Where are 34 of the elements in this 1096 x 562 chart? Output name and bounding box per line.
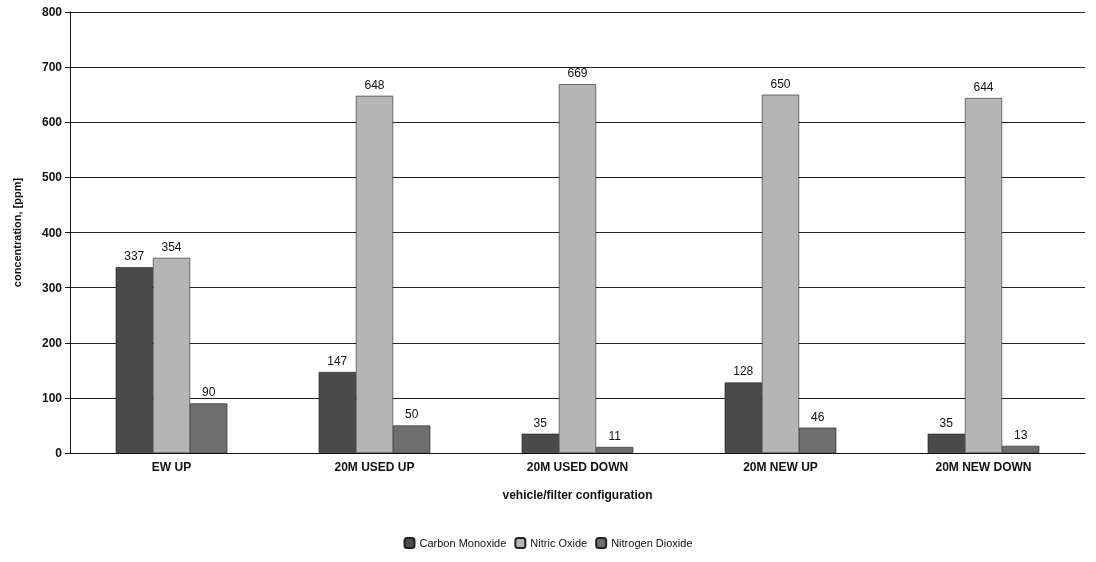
y-tick-label: 500 bbox=[41, 170, 63, 185]
data-label: 669 bbox=[567, 66, 588, 81]
data-label: 128 bbox=[733, 364, 754, 379]
data-label: 50 bbox=[405, 407, 419, 422]
x-tick-label: 20M USED UP bbox=[334, 460, 415, 474]
y-tick-label: 100 bbox=[41, 390, 63, 405]
y-axis-title: concentration, [ppm] bbox=[10, 177, 23, 288]
y-tick-label: 700 bbox=[41, 60, 63, 75]
y-tick-label: 600 bbox=[41, 115, 63, 130]
data-label: 35 bbox=[533, 415, 548, 430]
legend-label: Nitrogen Dioxide bbox=[611, 537, 693, 549]
x-tick-label: 20M NEW UP bbox=[743, 460, 818, 474]
data-label: 13 bbox=[1014, 427, 1028, 442]
data-label: 644 bbox=[973, 80, 994, 94]
data-label: 90 bbox=[202, 385, 216, 400]
legend-label: Carbon Monoxide bbox=[419, 537, 507, 549]
y-tick-label: 400 bbox=[41, 225, 63, 240]
x-tick-label: 20M NEW DOWN bbox=[935, 460, 1032, 474]
data-label: 46 bbox=[811, 409, 825, 424]
data-label: 650 bbox=[770, 76, 791, 91]
x-axis-title: vehicle/filter configuration bbox=[502, 488, 653, 502]
y-tick-label: 0 bbox=[55, 446, 63, 460]
y-tick-label: 300 bbox=[41, 280, 63, 295]
y-tick-label: 800 bbox=[41, 5, 63, 19]
data-label: 354 bbox=[161, 239, 182, 254]
x-tick-label: 20M USED DOWN bbox=[526, 460, 629, 474]
x-tick-label: EW UP bbox=[151, 460, 192, 474]
data-label: 337 bbox=[124, 249, 145, 264]
data-label: 35 bbox=[939, 415, 954, 430]
data-label: 648 bbox=[364, 77, 385, 92]
data-label: 147 bbox=[327, 353, 348, 368]
y-tick-label: 200 bbox=[41, 335, 63, 350]
legend-label: Nitric Oxide bbox=[530, 537, 588, 549]
data-label: 11 bbox=[608, 428, 622, 443]
